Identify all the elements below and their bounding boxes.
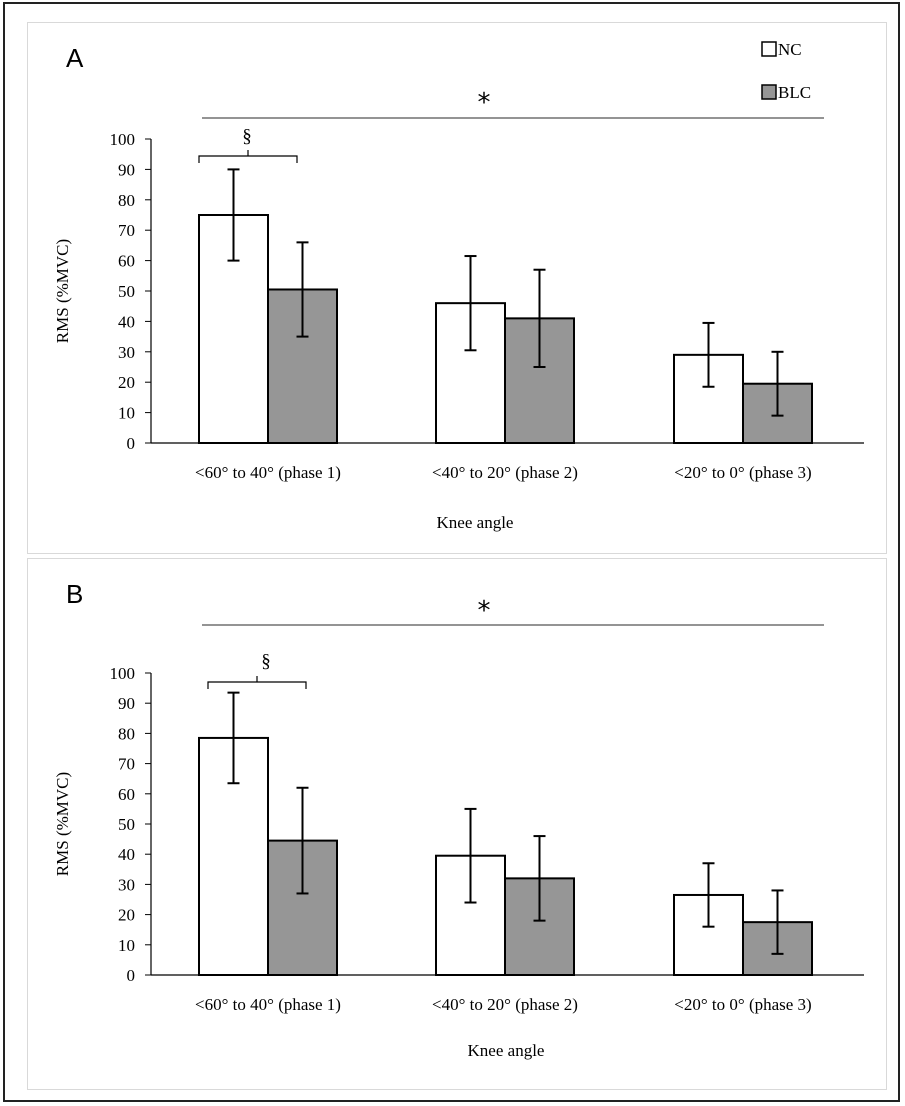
x-axis-title: Knee angle [437, 513, 514, 532]
y-axis-title: RMS (%MVC) [53, 239, 72, 343]
y-tick-label: 80 [118, 724, 135, 743]
y-tick-label: 40 [118, 312, 135, 331]
chart-a: A NC BLC * § 0 10 20 30 40 50 60 70 80 90 100 <60°… [53, 40, 864, 532]
y-tick-label: 50 [118, 815, 135, 834]
legend-label-blc: BLC [778, 83, 811, 102]
phase1-bracket [198, 150, 298, 163]
y-tick-label: 90 [118, 160, 135, 179]
y-tick-label: 100 [110, 664, 136, 683]
panel-letter-a: A [66, 43, 84, 73]
y-tick-label: 40 [118, 845, 135, 864]
significance-star: * [478, 596, 491, 626]
legend-swatch-blc [761, 84, 777, 100]
figure-frame: A NC BLC * § 0 10 20 30 40 50 60 70 80 90 100 <60°… [3, 2, 900, 1102]
panel-letter-b: B [66, 579, 83, 609]
panel-b: B * § 0 10 20 30 40 50 60 70 80 90 100 <60° to 40°… [27, 558, 887, 1090]
phase1-section-mark: § [261, 651, 271, 672]
y-tick-label: 20 [118, 373, 135, 392]
y-tick-label: 50 [118, 282, 135, 301]
phase1-bracket [207, 676, 307, 689]
x-category-label: <60° to 40° (phase 1) [195, 995, 341, 1014]
y-axis-title: RMS (%MVC) [53, 772, 72, 876]
chart-b: B * § 0 10 20 30 40 50 60 70 80 90 100 <60° to 40°… [53, 579, 864, 1060]
x-category-label: <40° to 20° (phase 2) [432, 995, 578, 1014]
y-tick-label: 10 [118, 404, 135, 423]
y-tick-label: 0 [127, 966, 136, 985]
y-tick-label: 100 [110, 130, 136, 149]
x-category-label: <20° to 0° (phase 3) [674, 463, 811, 482]
y-tick-label: 90 [118, 694, 135, 713]
panel-a: A NC BLC * § 0 10 20 30 40 50 60 70 80 90 100 <60°… [27, 22, 887, 554]
y-tick-label: 30 [118, 875, 135, 894]
x-category-label: <60° to 40° (phase 1) [195, 463, 341, 482]
legend-swatch-nc [761, 41, 777, 57]
y-tick-label: 80 [118, 191, 135, 210]
y-tick-label: 30 [118, 343, 135, 362]
legend-label-nc: NC [778, 40, 802, 59]
x-category-label: <20° to 0° (phase 3) [674, 995, 811, 1014]
x-category-label: <40° to 20° (phase 2) [432, 463, 578, 482]
y-tick-label: 60 [118, 252, 135, 271]
y-tick-label: 70 [118, 755, 135, 774]
y-tick-label: 0 [127, 434, 136, 453]
y-tick-label: 60 [118, 785, 135, 804]
x-axis-title: Knee angle [468, 1041, 545, 1060]
y-tick-label: 20 [118, 906, 135, 925]
y-tick-label: 10 [118, 936, 135, 955]
y-tick-label: 70 [118, 221, 135, 240]
legend: NC BLC [761, 40, 811, 102]
phase1-section-mark: § [242, 126, 252, 147]
significance-star: * [478, 88, 491, 118]
